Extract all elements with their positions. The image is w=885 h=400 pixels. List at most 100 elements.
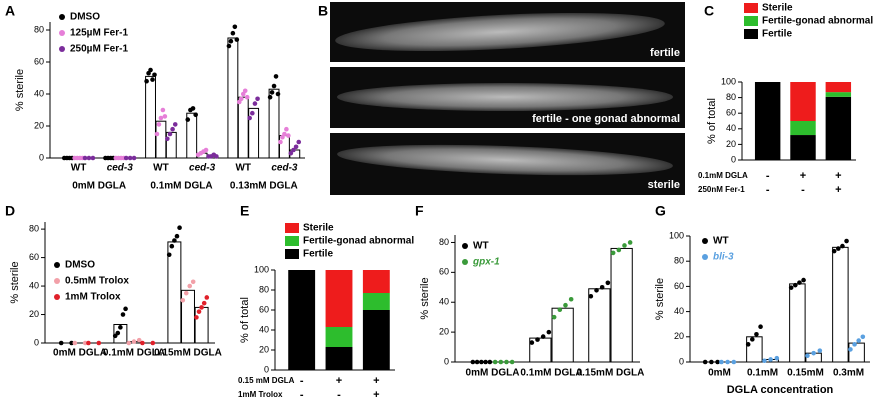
data-point xyxy=(278,139,283,145)
data-point xyxy=(190,106,196,111)
data-point xyxy=(474,359,480,365)
legend-label: Sterile xyxy=(303,223,334,234)
x-tick-label: 0.1mM DGLA xyxy=(520,368,582,379)
group-label: 0.1mM DGLA xyxy=(150,181,212,192)
bar-segment xyxy=(325,327,353,347)
bar xyxy=(167,241,182,344)
bar-segment xyxy=(288,270,316,370)
y-tick-label: 60 xyxy=(29,252,39,262)
x-tick-label: 0.1mM DGLA xyxy=(103,348,165,359)
y-tick-label: 100 xyxy=(721,76,736,86)
data-point xyxy=(622,243,627,248)
data-point xyxy=(131,155,137,161)
y-tick-label: 20 xyxy=(726,139,736,149)
legend-label: Fertile xyxy=(762,29,792,40)
data-point xyxy=(162,114,168,119)
bar xyxy=(268,88,280,159)
data-point xyxy=(286,133,291,138)
legend-label: 250µM Fer-1 xyxy=(70,44,128,55)
condition-mark: + xyxy=(336,375,342,387)
data-point xyxy=(201,300,207,306)
data-point xyxy=(529,340,535,345)
panel-letter: D xyxy=(5,203,15,219)
bar-segment xyxy=(362,310,390,370)
data-point xyxy=(563,302,568,308)
data-point xyxy=(234,37,240,42)
condition-mark: - xyxy=(300,389,304,400)
legend-label: WT xyxy=(473,241,489,252)
y-axis-label: % sterile xyxy=(419,277,431,319)
legend-swatch xyxy=(462,259,468,265)
bar-segment xyxy=(325,347,353,370)
legend-label: Fertile xyxy=(303,249,333,260)
data-point xyxy=(296,139,302,145)
image-label: sterile xyxy=(648,179,680,191)
y-tick-label: 60 xyxy=(439,267,449,277)
data-point xyxy=(172,122,178,127)
data-point xyxy=(811,350,816,356)
data-point xyxy=(58,340,64,346)
legend-swatch xyxy=(54,278,60,284)
y-tick-label: 20 xyxy=(674,331,684,341)
bar xyxy=(551,307,574,363)
panel-letter: F xyxy=(415,203,424,219)
bar xyxy=(145,75,156,159)
data-point xyxy=(852,342,857,347)
legend-swatch xyxy=(59,30,65,36)
panel-letter: B xyxy=(318,3,328,19)
condition-label: 0.15 mM DGLA xyxy=(238,376,295,385)
data-point xyxy=(199,305,204,310)
data-point xyxy=(498,359,504,365)
data-point xyxy=(616,247,622,253)
data-point xyxy=(214,154,219,159)
legend-swatch xyxy=(462,243,468,249)
y-axis-label: % of total xyxy=(706,98,718,144)
data-point xyxy=(118,325,123,330)
bar-segment xyxy=(362,293,390,310)
data-point xyxy=(230,30,236,36)
data-point xyxy=(715,359,720,365)
x-tick-label: 0mM DGLA xyxy=(466,368,520,379)
y-tick-label: 40 xyxy=(29,280,39,290)
data-point xyxy=(568,296,574,302)
data-point xyxy=(750,337,755,342)
worm xyxy=(335,12,665,52)
data-point xyxy=(627,240,633,245)
y-axis-label: % sterile xyxy=(9,261,21,303)
data-point xyxy=(273,74,279,79)
data-point xyxy=(731,359,737,365)
x-tick-label: ced-3 xyxy=(189,163,216,174)
bar xyxy=(789,283,806,363)
bar-segment xyxy=(790,121,816,136)
data-point xyxy=(169,243,175,249)
data-point xyxy=(174,233,180,239)
legend-swatch xyxy=(744,29,758,39)
legend-label: 1mM Trolox xyxy=(65,292,121,303)
data-point xyxy=(269,90,275,95)
y-tick-label: 80 xyxy=(674,256,684,266)
data-point xyxy=(754,331,759,337)
x-axis-label: DGLA concentration xyxy=(727,384,834,396)
y-axis-label: % of total xyxy=(239,297,251,343)
y-tick-label: 100 xyxy=(254,264,269,274)
data-point xyxy=(150,77,155,82)
condition-label: 250nM Fer-1 xyxy=(698,185,745,194)
condition-mark: - xyxy=(801,184,805,196)
data-point xyxy=(177,225,182,230)
data-point xyxy=(183,290,189,296)
bar-segment xyxy=(790,135,816,160)
condition-label: 1mM Trolox xyxy=(238,390,283,399)
data-point xyxy=(848,347,853,352)
x-tick-label: 0.15mM DGLA xyxy=(154,348,222,359)
data-point xyxy=(156,122,162,127)
data-point xyxy=(228,38,234,44)
data-point xyxy=(160,107,166,113)
legend-swatch xyxy=(54,262,60,268)
y-tick-label: 40 xyxy=(726,123,736,133)
data-point xyxy=(557,307,563,313)
data-point xyxy=(96,340,102,346)
data-point xyxy=(762,358,767,364)
data-point xyxy=(844,238,849,244)
data-point xyxy=(788,285,794,290)
data-point xyxy=(167,131,173,137)
